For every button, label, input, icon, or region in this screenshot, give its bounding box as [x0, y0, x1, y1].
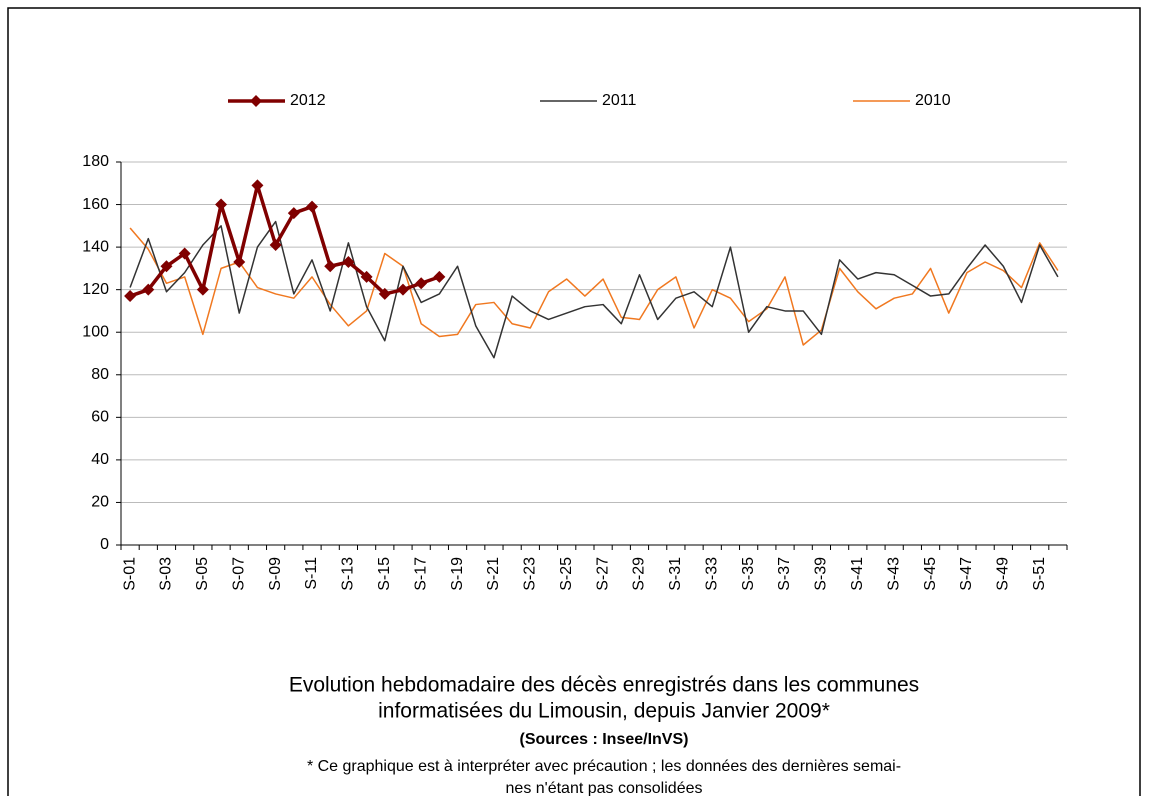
- legend-marker: [250, 95, 262, 107]
- point-marker: [378, 287, 391, 300]
- point-marker: [306, 200, 319, 213]
- x-tick-label: S-35: [740, 557, 757, 591]
- x-tick-label: S-11: [303, 557, 320, 590]
- y-tick-label: 160: [82, 196, 109, 213]
- x-tick-label: S-37: [776, 557, 793, 591]
- source: (Sources : Insee/InVS): [520, 731, 689, 748]
- x-tick-label: S-15: [376, 557, 393, 591]
- chart-title: Evolution hebdomadaire des décès enregis…: [289, 674, 919, 697]
- legend-label: 2012: [290, 92, 326, 109]
- series-line: [129, 227, 1059, 346]
- point-marker: [215, 198, 228, 211]
- point-marker: [178, 247, 191, 260]
- chart-title: informatisées du Limousin, depuis Janvie…: [378, 700, 830, 723]
- x-tick-label: S-01: [121, 557, 138, 591]
- y-tick-label: 40: [91, 451, 109, 468]
- y-tick-label: 180: [82, 153, 109, 170]
- x-tick-label: S-23: [522, 557, 539, 591]
- y-tick-label: 120: [82, 281, 109, 298]
- x-tick-label: S-45: [922, 557, 939, 591]
- legend-label: 2010: [915, 92, 951, 109]
- point-marker: [160, 260, 173, 273]
- x-tick-label: S-13: [340, 557, 357, 591]
- y-tick-label: 100: [82, 323, 109, 340]
- x-tick-label: S-31: [667, 557, 684, 591]
- point-marker: [124, 290, 137, 303]
- x-tick-label: S-49: [995, 557, 1012, 591]
- x-tick-label: S-07: [230, 557, 247, 591]
- x-tick-label: S-27: [594, 557, 611, 591]
- x-tick-label: S-09: [267, 557, 284, 591]
- note: nes n'étant pas consolidées: [506, 780, 703, 796]
- y-tick-label: 80: [91, 366, 109, 383]
- x-tick-label: S-51: [1031, 557, 1048, 591]
- x-tick-label: S-39: [813, 557, 830, 591]
- y-tick-label: 60: [91, 409, 109, 426]
- x-tick-label: S-29: [631, 557, 648, 591]
- note: * Ce graphique est à interpréter avec pr…: [307, 758, 901, 775]
- point-marker: [415, 277, 428, 290]
- point-marker: [342, 256, 355, 269]
- legend-label: 2011: [602, 92, 637, 109]
- x-tick-label: S-25: [558, 557, 575, 591]
- point-marker: [360, 270, 373, 283]
- y-tick-label: 20: [91, 494, 109, 511]
- point-marker: [287, 207, 300, 220]
- x-tick-label: S-41: [849, 557, 866, 591]
- x-tick-label: S-03: [158, 557, 175, 591]
- point-marker: [433, 270, 446, 283]
- y-tick-label: 140: [82, 238, 109, 255]
- x-tick-label: S-19: [449, 557, 466, 591]
- x-tick-label: S-17: [412, 557, 429, 591]
- x-tick-label: S-33: [703, 557, 720, 591]
- x-tick-label: S-47: [958, 557, 975, 591]
- point-marker: [396, 283, 409, 296]
- x-tick-label: S-05: [194, 557, 211, 591]
- frame: [7, 7, 1141, 796]
- point-marker: [251, 179, 264, 192]
- point-marker: [324, 260, 337, 273]
- x-tick-label: S-43: [885, 557, 902, 591]
- point-marker: [142, 283, 155, 296]
- x-tick-label: S-21: [485, 557, 502, 591]
- point-marker: [233, 256, 246, 269]
- point-marker: [269, 238, 282, 251]
- series-line: [129, 220, 1059, 359]
- point-marker: [196, 283, 209, 296]
- y-tick-label: 0: [100, 536, 109, 553]
